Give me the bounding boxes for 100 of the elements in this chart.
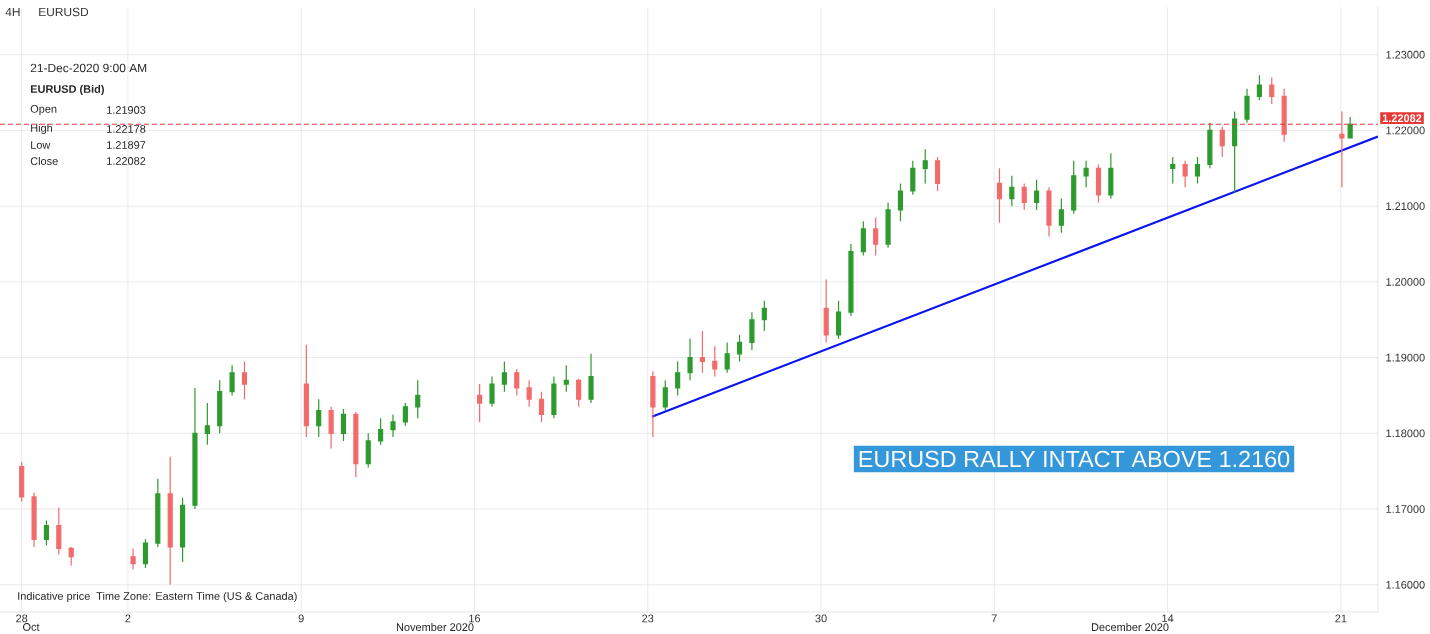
candlestick (303, 344, 309, 438)
annotation: Open (30, 105, 57, 115)
x-tick-label: 14 (1162, 614, 1174, 623)
y-tick-label: 1.19000 (1386, 353, 1425, 362)
candlestick (650, 370, 656, 438)
annotation: 1.22178 (107, 125, 146, 133)
candlestick (1339, 110, 1345, 188)
candlestick (675, 360, 681, 397)
candlestick (835, 300, 842, 340)
candlestick (551, 375, 557, 419)
candlestick (477, 383, 483, 423)
candlestick (996, 167, 1003, 224)
candlestick (860, 220, 866, 256)
x-tick-label: 9 (298, 614, 304, 623)
y-tick-label: 1.23000 (1386, 50, 1425, 59)
ref-line-label: 1.22082 (1382, 114, 1422, 123)
candlestick (885, 201, 891, 249)
x-tick-label: 21 (1335, 614, 1347, 623)
candlestick (687, 338, 693, 381)
candlestick (19, 461, 25, 503)
annotation: EURUSD RALLY INTACT ABOVE 1.2160 (859, 450, 1290, 468)
y-tick-label: 1.20000 (1386, 278, 1425, 286)
candlestick (910, 160, 916, 196)
y-tick-label: 1.18000 (1386, 429, 1425, 438)
candlestick (1046, 186, 1052, 238)
candlestick (1232, 110, 1238, 194)
candlestick (1244, 88, 1250, 124)
x-tick-label: 23 (642, 614, 654, 623)
candlestick (1034, 179, 1040, 211)
candlestick (761, 300, 767, 332)
candlestick (204, 402, 210, 446)
candlestick (241, 360, 248, 400)
candlestick (588, 353, 594, 404)
candlestick (1281, 88, 1287, 143)
candlestick (316, 398, 322, 438)
x-tick-label: 2 (125, 614, 131, 623)
candlestick (724, 341, 730, 374)
candlestick (749, 311, 755, 351)
candlestick (873, 216, 879, 256)
candlestick (31, 491, 37, 548)
candlestick (1108, 152, 1114, 200)
x-tick-label: 7 (991, 614, 997, 623)
x-tick-label: 16 (469, 614, 481, 623)
y-tick-label: 1.22000 (1386, 126, 1425, 135)
annotation: EURUSD (Bid) (30, 84, 104, 96)
candlestick (217, 379, 223, 434)
candlestick (514, 368, 520, 397)
annotation: 1.22082 (107, 157, 146, 165)
chart-title: 4H (5, 7, 20, 17)
candlestick (1269, 76, 1275, 105)
y-tick-label: 1.16000 (1386, 580, 1425, 589)
x-tick-label: 30 (815, 614, 827, 623)
candlestick (130, 547, 136, 571)
candlestick (43, 519, 50, 546)
annotation: Time Zone: Eastern Time (US & Canada) (96, 591, 297, 603)
candlestick (1219, 126, 1225, 158)
y-tick-label: 1.21000 (1386, 202, 1425, 211)
candlestick (1083, 160, 1089, 188)
candlestick (167, 456, 173, 586)
candlestick (712, 345, 718, 378)
x-tick-label: 28 (16, 614, 28, 623)
candlestick (526, 379, 532, 408)
candlestick (489, 375, 495, 408)
candlestick (328, 406, 334, 450)
candlestick (699, 330, 705, 374)
candlestick (365, 432, 371, 468)
candlestick (1170, 156, 1176, 185)
chart-subtitle: EURUSD (39, 7, 89, 17)
annotation: Close (30, 156, 58, 166)
candlestick (736, 334, 743, 362)
candlestick (68, 546, 74, 567)
candlestick (576, 378, 582, 408)
candlestick (229, 364, 235, 397)
candlestick (415, 379, 421, 419)
y-tick-label: 1.17000 (1386, 505, 1425, 513)
candlestick (922, 148, 928, 185)
candlestick (192, 387, 198, 510)
text: November 2020 (396, 622, 474, 632)
candlestick (1207, 122, 1213, 169)
candlestick (402, 402, 408, 427)
annotation: Indicative price (18, 591, 90, 603)
annotation: High (31, 123, 53, 135)
candlestick (142, 538, 149, 569)
annotation: 1.21903 (107, 106, 146, 114)
candlestick (378, 417, 384, 446)
candlestick (1194, 156, 1201, 185)
candlestick (1009, 175, 1015, 207)
candlestick (1058, 197, 1064, 234)
candlestick (538, 391, 545, 423)
candlestick (340, 408, 347, 442)
candlestick (848, 243, 854, 317)
candlestick (353, 411, 359, 478)
candlestick (935, 156, 941, 192)
annotation: 1.21897 (107, 141, 146, 149)
candlestick (501, 360, 507, 393)
candlestick (56, 506, 62, 556)
candlestick (390, 413, 396, 438)
candlestick (180, 497, 186, 563)
candlestick (1021, 182, 1027, 211)
text: Oct (23, 623, 40, 631)
